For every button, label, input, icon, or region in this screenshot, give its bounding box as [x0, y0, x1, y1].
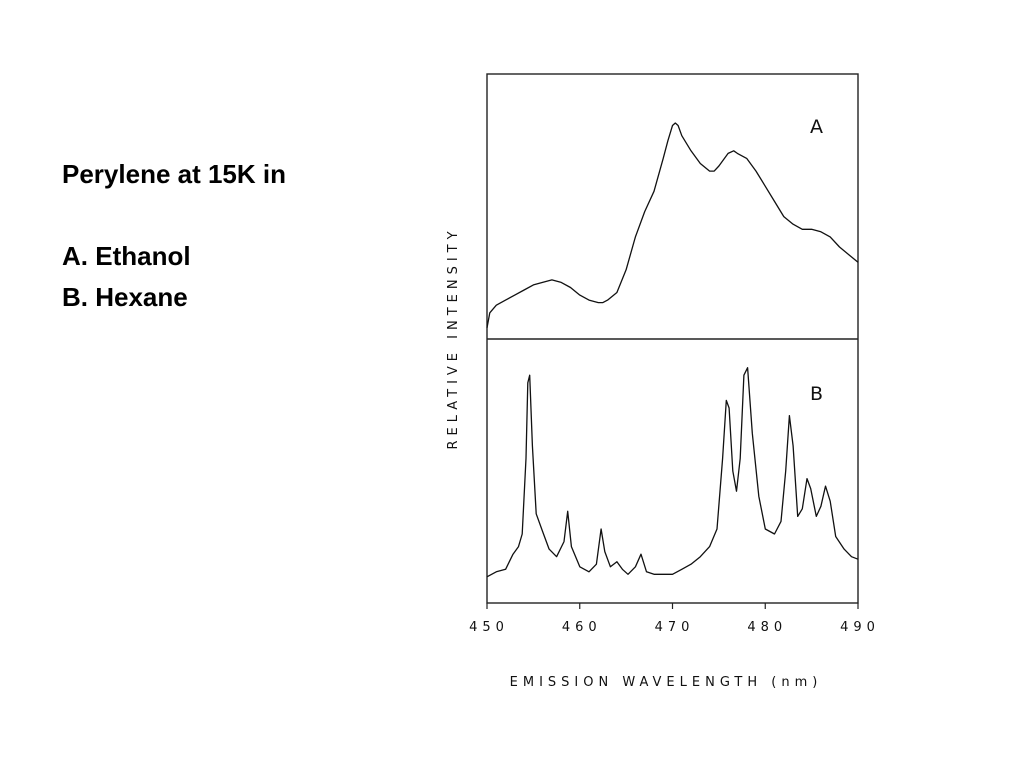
slide-title: Perylene at 15K in [62, 159, 286, 189]
spectrum-line-a [486, 122, 859, 329]
solvent-item-a: A. Ethanol [62, 241, 191, 271]
spectrum-line-b [486, 367, 859, 578]
panel-label-a: A [810, 116, 823, 138]
x-tick-label: 450 [469, 620, 509, 635]
solvent-item-b: B. Hexane [62, 282, 188, 312]
x-tick-label: 460 [562, 620, 602, 635]
panel-label-b: B [810, 383, 823, 405]
y-axis-title: RELATIVE INTENSITY [446, 226, 461, 449]
slide-text: Perylene at 15K in A. Ethanol B. Hexane [62, 154, 286, 318]
x-tick-label: 490 [840, 620, 880, 635]
x-axis-title: EMISSION WAVELENGTH (nm) [510, 675, 823, 690]
x-tick-label: 480 [747, 620, 787, 635]
x-tick-label: 470 [655, 620, 695, 635]
